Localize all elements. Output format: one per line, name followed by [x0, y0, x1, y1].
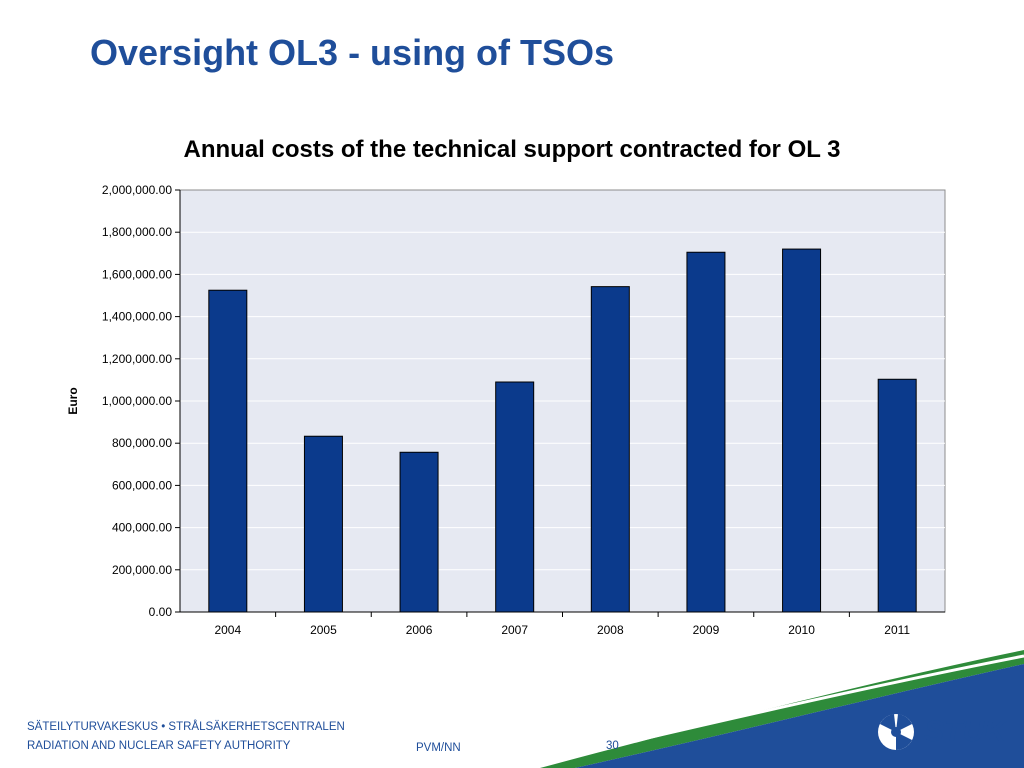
y-axis-label: Euro: [66, 387, 80, 414]
y-tick-label: 1,200,000.00: [102, 352, 172, 366]
y-tick-label: 200,000.00: [112, 563, 172, 577]
bar-2006: [399, 451, 439, 613]
bar-chart: 0.00 200,000.00 400,000.00 600,000.00 800,00…: [66, 183, 946, 637]
y-tick-label: 800,000.00: [112, 436, 172, 450]
x-tick-label: 2011: [884, 623, 910, 637]
bar-2010: [782, 248, 822, 613]
y-tick-label: 600,000.00: [112, 478, 172, 492]
slide-title: Oversight OL3 - using of TSOs: [90, 32, 615, 73]
bar-2011: [877, 378, 917, 613]
org-name-line2: RADIATION AND NUCLEAR SAFETY AUTHORITY: [27, 740, 291, 752]
x-tick-label: 2009: [693, 623, 720, 637]
y-tick-label: 1,000,000.00: [102, 394, 172, 408]
y-tick-label: 1,800,000.00: [102, 225, 172, 239]
x-tick-label: 2005: [310, 623, 337, 637]
page-number: 30: [606, 740, 619, 752]
y-tick-label: 1,400,000.00: [102, 310, 172, 324]
y-tick-label: 0.00: [149, 605, 173, 619]
y-tick-label: 400,000.00: [112, 521, 172, 535]
y-tick-label: 2,000,000.00: [102, 183, 172, 197]
bar-2005: [303, 435, 343, 613]
radiation-symbol-icon: [878, 714, 914, 750]
x-tick-label: 2006: [406, 623, 433, 637]
x-tick-label: 2010: [788, 623, 815, 637]
chart-title: Annual costs of the technical support co…: [183, 136, 841, 163]
stuk-logo-text: STUK: [924, 715, 1006, 748]
bar-2007: [495, 381, 535, 613]
x-tick-label: 2004: [214, 623, 241, 637]
bar-2004: [208, 289, 248, 613]
x-tick-label: 2008: [597, 623, 624, 637]
stuk-logo: STUK: [874, 712, 1006, 752]
y-tick-label: 1,600,000.00: [102, 267, 172, 281]
footer-pvm: PVM/NN: [416, 742, 461, 754]
org-name-line1: SÄTEILYTURVAKESKUS • STRÅLSÄKERHETSCENTR…: [27, 721, 345, 733]
bar-2008: [590, 286, 630, 613]
x-tick-label: 2007: [501, 623, 528, 637]
bar-2009: [686, 251, 726, 613]
